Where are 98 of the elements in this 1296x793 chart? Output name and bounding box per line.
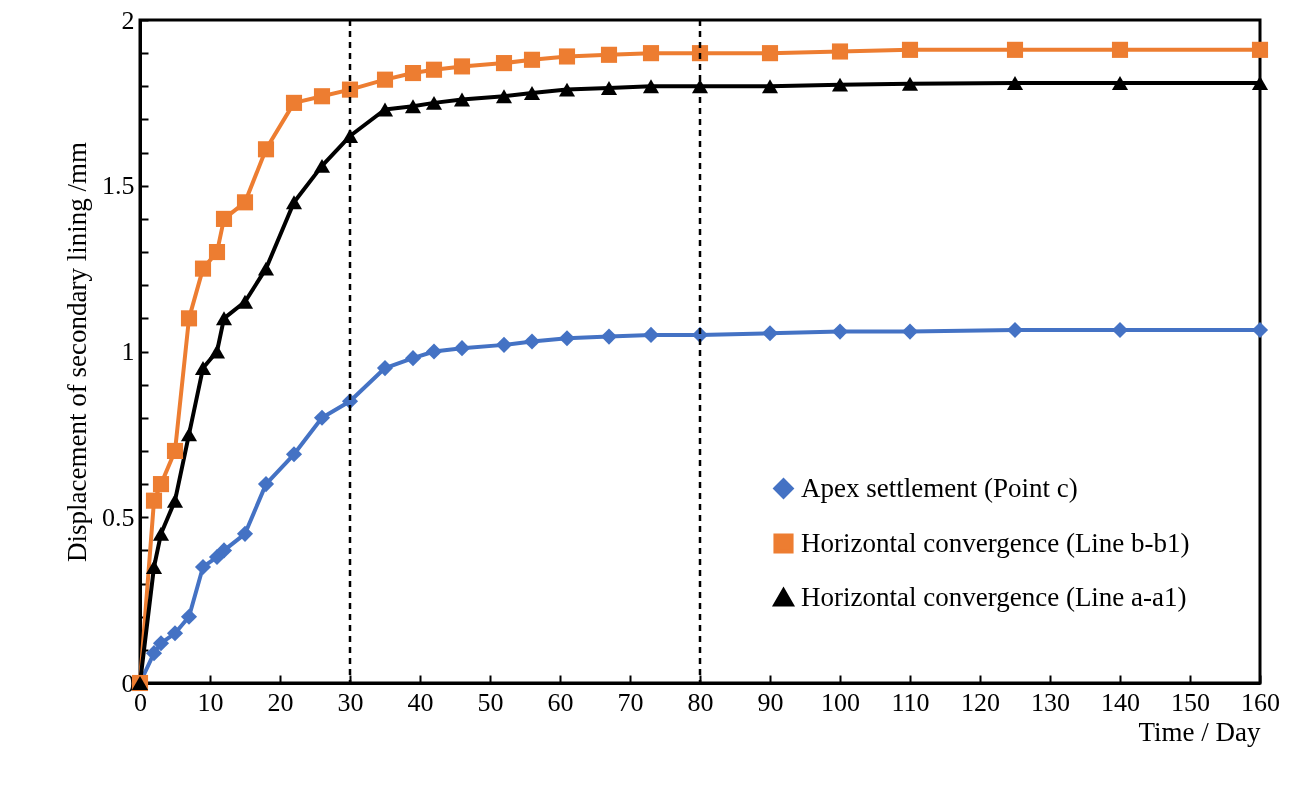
point — [453, 58, 471, 75]
point — [831, 43, 849, 60]
legend-label: Apex settlement (Point c) — [801, 472, 1078, 503]
point — [194, 260, 212, 277]
x-axis-title: Time / Day — [1138, 716, 1261, 747]
point — [194, 558, 212, 576]
point — [208, 243, 226, 261]
point — [215, 210, 233, 227]
point — [376, 71, 394, 88]
point — [642, 45, 660, 62]
point — [166, 493, 184, 508]
point — [215, 542, 233, 559]
point — [558, 48, 576, 65]
x-tick-label: 140 — [1101, 687, 1140, 717]
point — [1251, 76, 1269, 90]
point — [453, 92, 471, 107]
point — [257, 476, 275, 493]
point — [404, 99, 422, 114]
point — [831, 323, 849, 340]
point — [208, 344, 226, 359]
x-tick-label: 40 — [407, 687, 434, 717]
point — [600, 328, 618, 345]
point — [236, 194, 254, 211]
point — [180, 608, 198, 625]
point — [761, 325, 779, 342]
point — [180, 310, 198, 327]
point — [901, 323, 919, 340]
x-tick-label: 130 — [1031, 687, 1070, 717]
point — [285, 94, 303, 111]
point — [376, 360, 394, 377]
point — [453, 340, 471, 357]
point — [404, 64, 422, 82]
point — [558, 330, 576, 347]
x-tick-label: 110 — [891, 687, 930, 717]
x-tick-label: 20 — [267, 687, 294, 717]
point — [152, 526, 170, 541]
point — [425, 61, 443, 78]
point — [404, 350, 422, 367]
point — [180, 427, 198, 442]
point — [166, 625, 184, 642]
point — [257, 141, 275, 158]
point — [495, 336, 513, 353]
point — [257, 261, 275, 276]
point — [600, 80, 618, 95]
point — [425, 95, 443, 110]
x-tick-label: 160 — [1241, 687, 1280, 717]
point — [1111, 76, 1129, 90]
y-tick-label: 1 — [121, 337, 135, 366]
x-tick-label: 30 — [337, 687, 364, 717]
point — [1006, 76, 1024, 90]
point — [145, 645, 163, 662]
point — [761, 45, 779, 62]
point — [495, 89, 513, 104]
point — [425, 343, 443, 360]
point — [285, 446, 303, 463]
point — [523, 333, 541, 350]
y-tick-label: 0.5 — [102, 502, 135, 532]
point — [523, 85, 541, 100]
point — [194, 361, 212, 376]
point — [215, 311, 233, 326]
x-tick-label: 50 — [477, 687, 504, 717]
point — [376, 102, 394, 117]
point — [495, 55, 513, 72]
legend-label: Horizontal convergence (Line b-b1) — [801, 527, 1190, 558]
point — [236, 525, 254, 542]
point — [901, 41, 919, 58]
point — [152, 476, 170, 493]
point — [313, 409, 331, 426]
point — [642, 79, 660, 94]
x-tick-label: 150 — [1171, 687, 1210, 717]
y-tick-label: 2 — [121, 5, 135, 35]
point — [558, 82, 576, 97]
point — [1111, 41, 1129, 58]
x-tick-label: 120 — [961, 687, 1000, 717]
x-tick-label: 90 — [757, 687, 784, 717]
point — [1251, 41, 1269, 58]
point — [313, 158, 331, 173]
x-tick-label: 100 — [821, 687, 860, 717]
point — [523, 51, 541, 68]
point — [166, 442, 184, 460]
x-tick-label: 70 — [617, 687, 644, 717]
point — [831, 77, 849, 92]
x-tick-label: 10 — [197, 687, 224, 717]
point — [901, 76, 919, 91]
point — [313, 88, 331, 105]
x-tick-label: 80 — [687, 687, 714, 717]
point — [152, 635, 170, 652]
point — [1006, 41, 1024, 58]
legend-label: Horizontal convergence (Line a-a1) — [801, 581, 1187, 612]
point — [761, 79, 779, 94]
point — [145, 559, 163, 574]
point — [341, 81, 359, 98]
point — [285, 195, 303, 210]
y-axis-title: Displacement of secondary lining /mm — [62, 142, 92, 562]
point — [145, 492, 163, 509]
y-tick-label: 1.5 — [102, 171, 135, 201]
point — [600, 46, 618, 63]
x-tick-label: 60 — [547, 687, 574, 717]
